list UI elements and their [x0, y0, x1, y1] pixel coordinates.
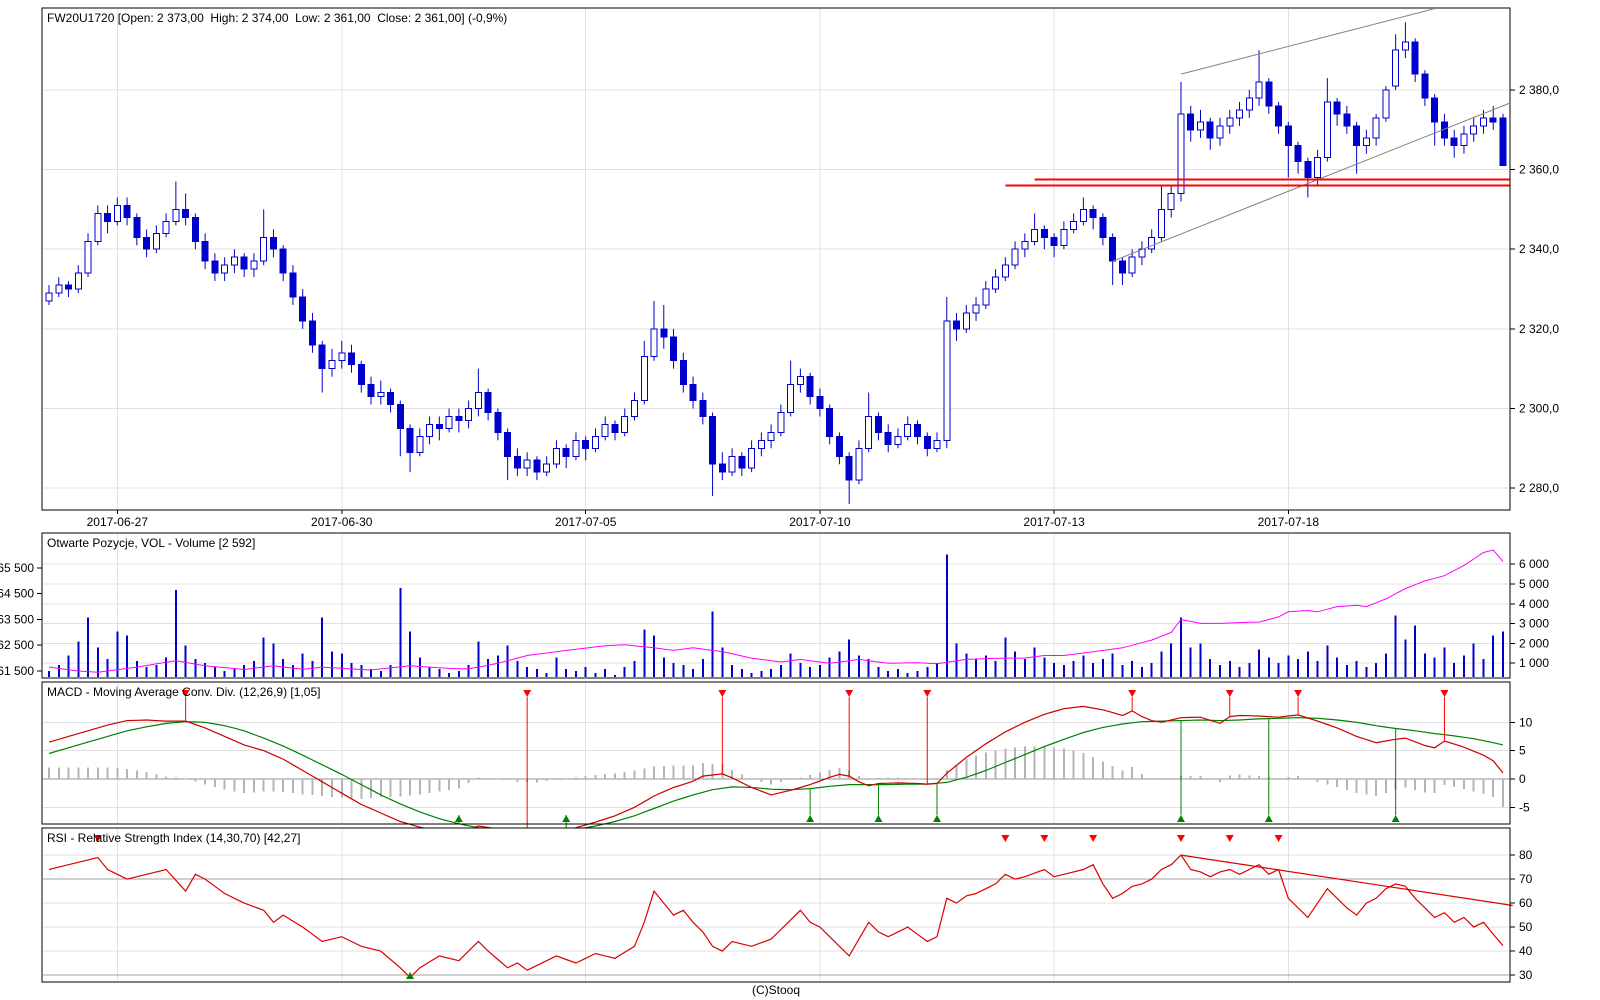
- svg-text:2 360,0: 2 360,0: [1519, 163, 1559, 177]
- svg-text:2017-06-27: 2017-06-27: [87, 515, 149, 529]
- price-panel-axes: 2 380,0 2 360,0 2 340,0 2 320,0 2 300,0 2 280…: [41, 7, 1559, 511]
- macd-line: [48, 705, 1504, 836]
- svg-text:5: 5: [1519, 744, 1526, 758]
- svg-text:2017-07-05: 2017-07-05: [555, 515, 617, 529]
- svg-text:0: 0: [1519, 772, 1526, 786]
- svg-text:60: 60: [1519, 896, 1533, 910]
- svg-text:2017-07-10: 2017-07-10: [789, 515, 851, 529]
- open-interest-line: [48, 549, 1504, 673]
- rsi-panel-axes: 80 70 60 50 40 30: [41, 827, 1533, 983]
- svg-text:10: 10: [1519, 715, 1533, 729]
- rsi-panel-frame: [42, 828, 1510, 982]
- rsi-signal-arrows: [93, 835, 1283, 979]
- price-panel-title: FW20U1720 [Open: 2 373,00 High: 2 374,00…: [47, 11, 508, 25]
- svg-text:2 280,0: 2 280,0: [1519, 481, 1559, 495]
- svg-text:3 000: 3 000: [1519, 617, 1549, 631]
- candlestick-series: [45, 22, 1507, 505]
- copyright-label: (C)Stooq: [751, 983, 801, 997]
- rsi-level-lines: [43, 878, 1509, 976]
- macd-panel-title: MACD - Moving Average Conv. Div. (12,26,…: [47, 685, 321, 699]
- volume-panel-title: Otwarte Pozycje, VOL - Volume [2 592]: [47, 536, 256, 550]
- svg-text:30: 30: [1519, 968, 1533, 982]
- macd-panel-frame: [42, 682, 1510, 824]
- svg-text:40: 40: [1519, 944, 1533, 958]
- svg-text:50: 50: [1519, 920, 1533, 934]
- price-trendlines: [1112, 9, 1509, 262]
- svg-text:65 500: 65 500: [0, 561, 34, 575]
- svg-text:2017-07-13: 2017-07-13: [1023, 515, 1085, 529]
- svg-text:2017-07-18: 2017-07-18: [1258, 515, 1320, 529]
- svg-text:61 500: 61 500: [0, 664, 34, 678]
- macd-signal-arrows: [181, 690, 1449, 835]
- svg-text:64 500: 64 500: [0, 587, 34, 601]
- volume-panel-axes: 6 000 5 000 4 000 3 000 2 000 1 000 65 500 64 5…: [0, 532, 1549, 679]
- volume-bars: [48, 554, 1504, 677]
- macd-signal-line: [48, 717, 1504, 833]
- svg-text:70: 70: [1519, 872, 1533, 886]
- svg-text:1 000: 1 000: [1519, 656, 1549, 670]
- rsi-line: [48, 854, 1504, 979]
- svg-text:6 000: 6 000: [1519, 557, 1549, 571]
- rsi-panel-title: RSI - Relative Strength Index (14,30,70)…: [47, 831, 301, 845]
- svg-text:2 380,0: 2 380,0: [1519, 83, 1559, 97]
- rsi-trendline: [1180, 854, 1513, 907]
- svg-text:62 500: 62 500: [0, 638, 34, 652]
- svg-text:2017-06-30: 2017-06-30: [311, 515, 373, 529]
- volume-panel-frame: [42, 533, 1510, 678]
- svg-text:2 300,0: 2 300,0: [1519, 401, 1559, 415]
- svg-text:2 320,0: 2 320,0: [1519, 322, 1559, 336]
- svg-text:5 000: 5 000: [1519, 577, 1549, 591]
- svg-text:2 340,0: 2 340,0: [1519, 242, 1559, 256]
- svg-text:80: 80: [1519, 848, 1533, 862]
- macd-panel-axes: 10 5 0 -5: [41, 681, 1533, 825]
- svg-text:63 500: 63 500: [0, 612, 34, 626]
- svg-text:2 000: 2 000: [1519, 636, 1549, 650]
- resistance-lines: [1005, 178, 1510, 187]
- svg-text:4 000: 4 000: [1519, 597, 1549, 611]
- svg-text:-5: -5: [1519, 800, 1530, 814]
- x-axis-date-labels: 2017-06-27 2017-06-30 2017-07-05 2017-07-10…: [87, 510, 1320, 529]
